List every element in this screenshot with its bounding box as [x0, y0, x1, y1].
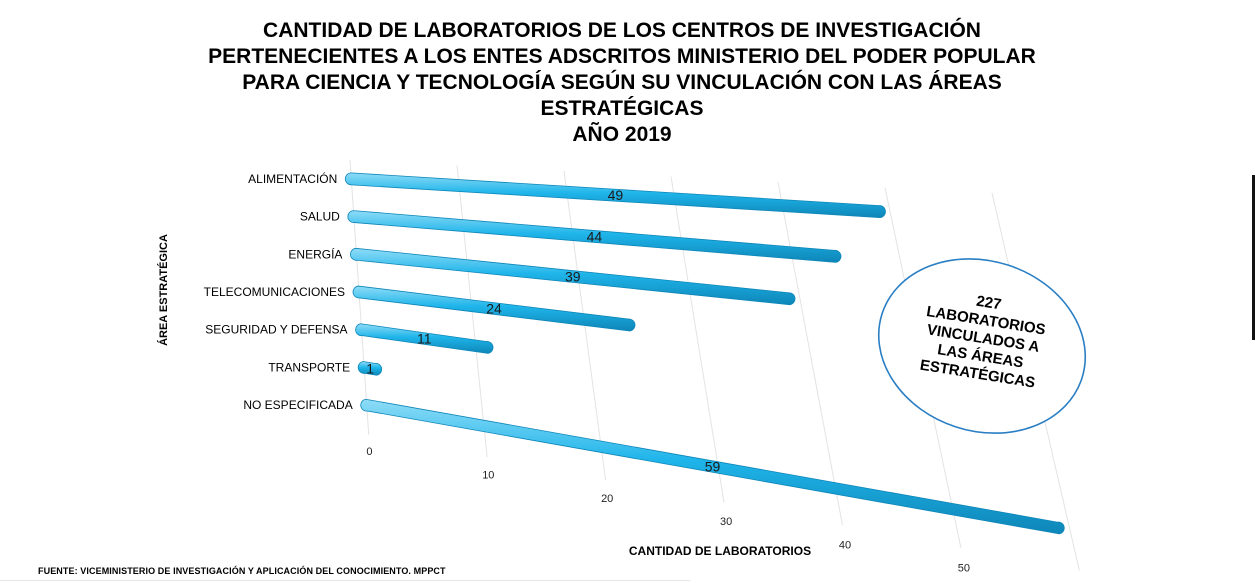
labels: ALIMENTACIÓN 49 SALUD 44 ENERGÍA 39 TELECOMUNI…	[204, 171, 970, 575]
bar	[350, 247, 796, 306]
x-tick-label: 40	[839, 539, 851, 551]
data-label: 59	[705, 459, 721, 475]
bar	[352, 285, 636, 332]
x-axis-title: CANTIDAD DE LABORATORIOS	[629, 544, 811, 558]
category-label: NO ESPECIFICADA	[243, 398, 352, 412]
callout-line: 227	[975, 293, 1002, 314]
bar	[344, 172, 886, 218]
edge-line	[1252, 175, 1255, 340]
category-label: SALUD	[300, 210, 340, 224]
x-tick-label: 50	[958, 563, 970, 575]
x-tick-label: 0	[366, 446, 372, 458]
y-axis-title: ÁREA ESTRATÉGICA	[157, 234, 170, 346]
title-line: AÑO 2019	[572, 123, 672, 146]
data-label: 24	[486, 301, 502, 317]
category-label: SEGURIDAD Y DEFENSA	[205, 323, 347, 337]
x-tick-label: 30	[720, 516, 732, 528]
bar	[357, 361, 383, 376]
callout-ellipse	[877, 258, 1087, 434]
source-footnote: FUENTE: VICEMINISTERIO DE INVESTIGACIÓN …	[38, 566, 446, 576]
bar	[347, 210, 842, 263]
title-line: ESTRATÉGICAS	[540, 97, 704, 120]
title-line: PARA CIENCIA Y TECNOLOGÍA SEGÚN SU VINCU…	[242, 71, 1002, 94]
gridline	[777, 181, 843, 526]
data-label: 39	[565, 269, 581, 285]
bar	[360, 398, 1065, 535]
data-label: 11	[417, 331, 432, 347]
total-callout: 227 LABORATORIOS VINCULADOS A LAS ÁREAS …	[877, 258, 1087, 434]
x-tick-label: 10	[482, 469, 494, 481]
category-label: TRANSPORTE	[268, 360, 350, 374]
divider	[0, 580, 690, 581]
data-label: 44	[587, 228, 603, 244]
bar	[355, 323, 494, 354]
title-line: PERTENECIENTES A LOS ENTES ADSCRITOS MIN…	[208, 45, 1036, 68]
gridline	[670, 176, 725, 503]
bars	[344, 172, 1065, 535]
category-label: TELECOMUNICACIONES	[204, 285, 345, 299]
data-label: 1	[366, 360, 374, 376]
data-label: 49	[608, 187, 624, 203]
category-label: ALIMENTACIÓN	[248, 171, 337, 186]
category-label: ENERGÍA	[288, 246, 342, 261]
chart-title: CANTIDAD DE LABORATORIOS DE LOS CENTROS …	[150, 18, 1094, 148]
x-tick-label: 20	[601, 493, 613, 505]
title-line: CANTIDAD DE LABORATORIOS DE LOS CENTROS …	[263, 19, 981, 42]
